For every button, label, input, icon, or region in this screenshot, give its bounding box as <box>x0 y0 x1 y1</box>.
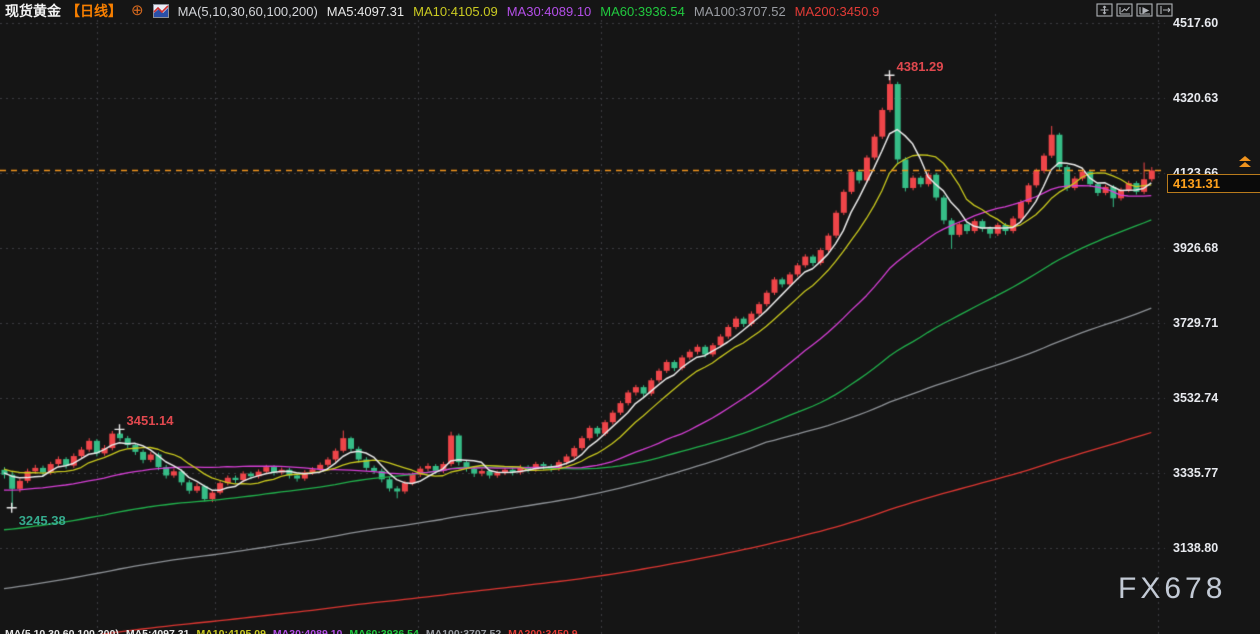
axis-label: 4517.60 <box>1173 16 1219 31</box>
axis-label: 3138.80 <box>1173 541 1219 556</box>
axis-label: 4320.63 <box>1173 91 1219 106</box>
ma5-value: MA5:4097.31 <box>125 628 190 634</box>
jump-to-latest-icon[interactable] <box>1238 156 1252 174</box>
ma10-value: MA10:4105.09 <box>196 628 266 634</box>
ma-params-label: MA(5,10,30,60,100,200) <box>5 628 119 634</box>
chart-logo-icon <box>152 4 169 18</box>
low-price-annotation: 3245.38 <box>18 512 66 528</box>
ma10-value: MA10:4105.09 <box>413 3 498 19</box>
symbol-name: 现货黄金 <box>5 3 61 19</box>
ma100-value: MA100:3707.52 <box>425 628 502 634</box>
chart-flag-pane-icon[interactable] <box>1136 3 1153 17</box>
period-label: 【日线】 <box>66 3 122 19</box>
move-crosshair-icon[interactable] <box>1096 3 1113 17</box>
crosshair-target-icon[interactable]: ⊕ <box>131 2 144 19</box>
axis-label: 3926.68 <box>1173 241 1219 256</box>
ma60-value: MA60:3936.54 <box>600 3 685 19</box>
detach-pane-icon[interactable] <box>1156 3 1173 17</box>
chart-line-pane-icon[interactable] <box>1116 3 1133 17</box>
ma100-value: MA100:3707.52 <box>693 3 786 19</box>
secondary-legend: MA(5,10,30,60,100,200) MA5:4097.31 MA10:… <box>5 628 578 634</box>
ma200-value: MA200:3450.9 <box>794 3 880 19</box>
chart-legend: 现货黄金 【日线】 ⊕ MA(5,10,30,60,100,200) MA5:4… <box>5 2 879 20</box>
ma-params-label: MA(5,10,30,60,100,200) <box>177 3 318 19</box>
ma200-value: MA200:3450.9 <box>508 628 578 634</box>
toolbar <box>1096 3 1173 17</box>
ma30-value: MA30:4089.10 <box>506 3 592 19</box>
watermark: FX678 <box>1118 572 1227 605</box>
ma60-value: MA60:3936.54 <box>349 628 419 634</box>
ma5-value: MA5:4097.31 <box>326 3 405 19</box>
axis-label: 3729.71 <box>1173 316 1219 331</box>
current-price-tag: 4131.31 <box>1167 173 1260 193</box>
high-price-annotation: 3451.14 <box>126 413 174 429</box>
axis-label: 3532.74 <box>1173 391 1219 406</box>
axis-label: 3335.77 <box>1173 466 1219 481</box>
high-price-annotation: 4381.29 <box>896 59 944 75</box>
ma30-value: MA30:4089.10 <box>272 628 343 634</box>
